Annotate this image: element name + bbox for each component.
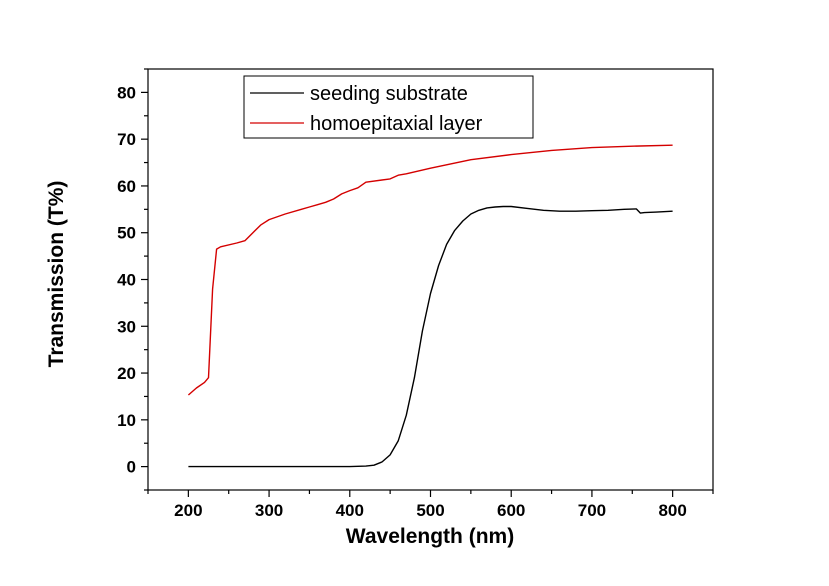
y-tick-label: 30 [117,317,136,336]
y-tick-label: 10 [117,411,136,430]
x-axis-title: Wavelength (nm) [346,525,514,548]
y-tick-label: 20 [117,364,136,383]
legend-label-homoepitaxial-layer: homoepitaxial layer [310,113,483,135]
x-tick-label: 400 [336,501,364,520]
y-tick-label: 60 [117,177,136,196]
legend: seeding substrate homoepitaxial layer [243,75,534,139]
y-tick-label: 50 [117,224,136,243]
y-axis: 0 10 20 30 40 50 60 70 80 [117,68,148,491]
series-line-homoepitaxial-layer [187,144,673,396]
x-tick-label: 700 [578,501,606,520]
x-tick-label: 200 [174,501,202,520]
x-tick-label: 600 [497,501,525,520]
y-tick-label: 0 [127,458,136,477]
y-tick-label: 40 [117,271,136,290]
plot-area [187,144,673,468]
legend-label-seeding-substrate: seeding substrate [310,83,468,105]
x-tick-label: 800 [658,501,686,520]
y-axis-title: Transmission (T%) [45,181,68,368]
legend-box [243,75,534,139]
x-axis: 200 300 400 500 600 700 800 [147,490,714,520]
y-tick-label: 70 [117,130,136,149]
y-tick-label: 80 [117,83,136,102]
series-line-seeding-substrate [188,205,673,468]
x-tick-label: 500 [416,501,444,520]
x-tick-label: 300 [255,501,283,520]
